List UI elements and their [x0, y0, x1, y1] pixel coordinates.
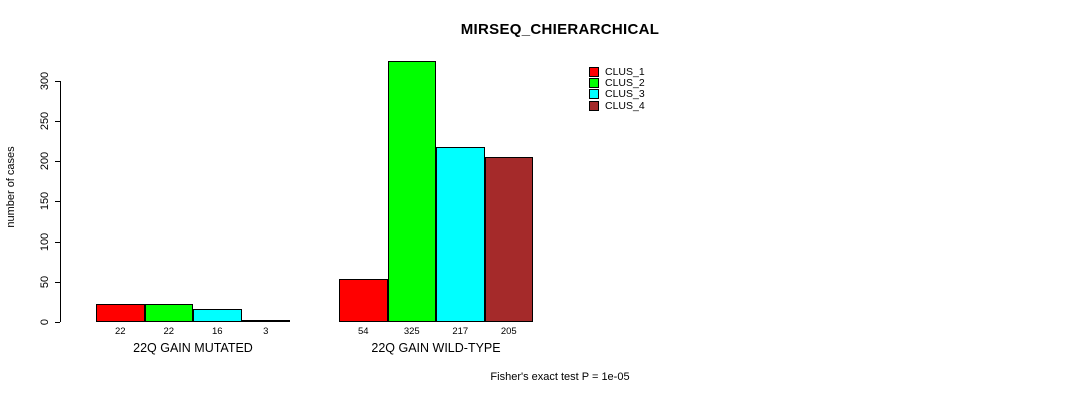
bar-clus_2-group1	[144, 304, 193, 322]
bar-value-label: 3	[263, 326, 269, 337]
y-axis-tick	[55, 120, 60, 122]
bar-clus_1-group2	[339, 278, 388, 322]
bar-clus_3-group1	[193, 309, 242, 322]
legend-swatch-clus_2	[589, 77, 599, 88]
y-axis-tick-label: 100	[39, 232, 51, 251]
bar-value-label: 325	[403, 326, 420, 337]
y-axis-tick	[55, 241, 60, 243]
category-label-group2: 22Q GAIN WILD-TYPE	[371, 341, 501, 355]
bar-clus_2-group2	[387, 60, 436, 322]
bar-value-label: 22	[114, 326, 126, 337]
y-axis-tick-label: 150	[39, 192, 51, 211]
bar-value-label: 54	[357, 326, 369, 337]
bar-clus_1-group1	[96, 304, 145, 322]
legend-row-clus_3: CLUS_3	[589, 88, 645, 101]
bar-value-label: 16	[211, 326, 223, 337]
legend-row-clus_1: CLUS_1	[589, 65, 645, 78]
legend-label: CLUS_3	[605, 88, 645, 101]
legend-swatch-clus_1	[589, 66, 599, 77]
legend-swatch-clus_4	[589, 100, 599, 111]
bar-value-label: 205	[500, 326, 517, 337]
y-axis-tick	[55, 201, 60, 203]
legend-swatch-clus_3	[589, 89, 599, 100]
y-axis-tick	[55, 281, 60, 283]
bar-clus_3-group2	[436, 147, 485, 322]
legend-label: CLUS_2	[605, 76, 645, 89]
y-axis-tick	[55, 161, 60, 163]
legend-label: CLUS_4	[605, 99, 645, 112]
bar-clus_4-group1	[241, 319, 290, 322]
chart-title: MIRSEQ_CHIERARCHICAL	[460, 21, 660, 38]
bar-value-label: 22	[163, 326, 175, 337]
legend-row-clus_4: CLUS_4	[589, 99, 645, 112]
bar-value-label: 217	[452, 326, 469, 337]
y-axis-tick-label: 250	[39, 111, 51, 131]
legend-row-clus_2: CLUS_2	[589, 76, 645, 89]
y-axis-tick	[55, 322, 60, 323]
y-axis-tick-label: 200	[39, 151, 51, 171]
fisher-test-annotation: Fisher's exact test P = 1e-05	[490, 371, 630, 383]
y-axis-tick-label: 300	[39, 71, 51, 90]
bar-clus_4-group2	[484, 157, 533, 322]
category-label-group1: 22Q GAIN MUTATED	[133, 341, 253, 355]
legend-label: CLUS_1	[605, 65, 645, 78]
y-axis-tick	[55, 80, 60, 82]
y-axis-tick-label: 0	[39, 318, 51, 326]
y-axis-tick-label: 50	[39, 275, 51, 288]
y-axis-line	[60, 80, 61, 322]
